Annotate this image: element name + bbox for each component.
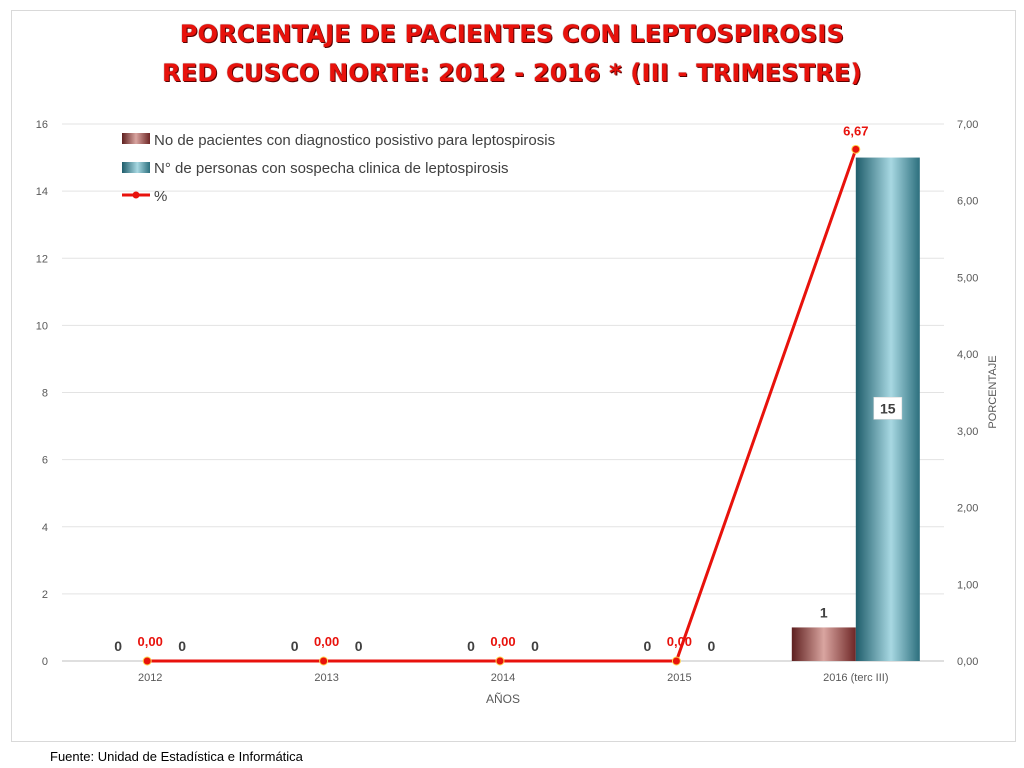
data-label-suspect: 15 bbox=[880, 400, 896, 416]
x-tick-label: 2014 bbox=[491, 672, 515, 684]
data-label-suspect: 0 bbox=[708, 638, 716, 654]
y-tick-label: 10 bbox=[36, 320, 48, 332]
legend-label-positive: No de pacientes con diagnostico posistiv… bbox=[154, 132, 555, 149]
y2-tick-label: 6,00 bbox=[957, 196, 978, 208]
y2-tick-label: 5,00 bbox=[957, 272, 978, 284]
data-label-suspect: 0 bbox=[355, 638, 363, 654]
y2-tick-label: 7,00 bbox=[957, 119, 978, 131]
legend-swatch-suspect bbox=[122, 162, 150, 173]
x-tick-label: 2016 (terc III) bbox=[823, 672, 888, 684]
source-note: Fuente: Unidad de Estadística e Informát… bbox=[50, 749, 303, 764]
data-label-positive: 0 bbox=[467, 638, 475, 654]
percent-series-line bbox=[147, 148, 858, 663]
percent-marker bbox=[495, 656, 505, 666]
x-axis-title: AÑOS bbox=[486, 692, 520, 706]
data-label-positive: 0 bbox=[291, 638, 299, 654]
data-label-percent: 0,00 bbox=[667, 634, 692, 649]
y2-tick-label: 4,00 bbox=[957, 349, 978, 361]
y-tick-label: 12 bbox=[36, 253, 48, 265]
y2-tick-label: 1,00 bbox=[957, 579, 978, 591]
data-label-suspect: 0 bbox=[178, 638, 186, 654]
y-tick-label: 14 bbox=[36, 186, 48, 198]
percent-marker bbox=[851, 144, 861, 154]
y-tick-label: 8 bbox=[42, 388, 48, 400]
data-label-suspect: 0 bbox=[531, 638, 539, 654]
y2-axis-title: PORCENTAJE bbox=[987, 355, 999, 428]
x-tick-label: 2015 bbox=[667, 672, 691, 684]
y-tick-label: 0 bbox=[42, 656, 48, 668]
data-label-percent: 0,00 bbox=[490, 634, 515, 649]
legend-swatch-positive bbox=[122, 133, 150, 144]
y-tick-label: 2 bbox=[42, 589, 48, 601]
y2-tick-label: 0,00 bbox=[957, 656, 978, 668]
y-tick-label: 6 bbox=[42, 455, 48, 467]
chart-frame bbox=[11, 10, 1016, 742]
y-tick-label: 16 bbox=[36, 119, 48, 131]
y2-tick-label: 3,00 bbox=[957, 426, 978, 438]
x-tick-label: 2013 bbox=[314, 672, 338, 684]
legend-label-percent: % bbox=[154, 188, 167, 205]
y2-tick-label: 2,00 bbox=[957, 503, 978, 515]
data-label-positive: 0 bbox=[644, 638, 652, 654]
legend: No de pacientes con diagnostico posistiv… bbox=[122, 132, 555, 205]
legend-label-suspect: N° de personas con sospecha clinica de l… bbox=[154, 160, 509, 177]
chart-title-line1: PORCENTAJE DE PACIENTES CON LEPTOSPIROSI… bbox=[179, 20, 845, 48]
legend-swatch-percent-marker bbox=[132, 191, 140, 199]
data-label-percent: 0,00 bbox=[314, 634, 339, 649]
data-label-positive: 0 bbox=[114, 638, 122, 654]
data-label-positive: 1 bbox=[820, 604, 828, 620]
bar-positive bbox=[791, 627, 856, 661]
percent-marker bbox=[671, 656, 681, 666]
x-tick-label: 2012 bbox=[138, 672, 162, 684]
chart-title-line2: RED CUSCO NORTE: 2012 - 2016 * (III - TR… bbox=[162, 59, 862, 87]
percent-marker bbox=[142, 656, 152, 666]
data-label-percent: 0,00 bbox=[138, 634, 163, 649]
y-tick-label: 4 bbox=[42, 522, 48, 534]
data-label-box-suspect bbox=[873, 396, 903, 420]
data-label-percent: 6,67 bbox=[843, 123, 868, 138]
percent-marker bbox=[319, 656, 329, 666]
